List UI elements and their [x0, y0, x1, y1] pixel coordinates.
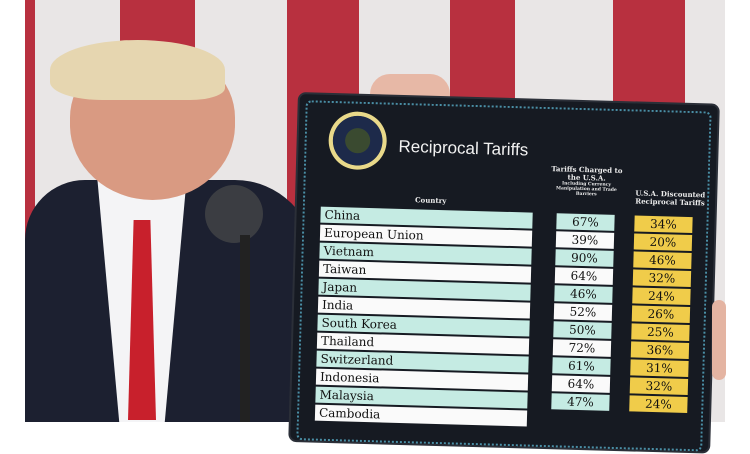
header-discounted: U.S.A. Discounted Reciprocal Tariffs	[635, 188, 706, 208]
charged-value: 47%	[551, 393, 610, 411]
discounted-value: 20%	[633, 233, 693, 252]
charged-value: 61%	[552, 357, 611, 375]
charged-value: 90%	[555, 249, 614, 267]
microphone-stand	[240, 235, 250, 422]
discounted-value: 32%	[632, 269, 692, 288]
tariff-board: Reciprocal Tariffs Country Tariffs Charg…	[288, 92, 720, 454]
flag-stripe	[25, 0, 35, 422]
charged-value: 39%	[555, 231, 615, 249]
discounted-value: 25%	[631, 323, 690, 342]
discounted-value: 32%	[629, 377, 689, 395]
header-charged: Tariffs Charged to the U.S.A. Including …	[545, 164, 628, 198]
discounted-value: 46%	[633, 251, 692, 270]
charged-value: 50%	[553, 321, 612, 339]
discounted-value: 34%	[634, 215, 693, 234]
header-charged-sub: Including Currency Manipulation and Trad…	[555, 181, 617, 198]
microphone	[205, 185, 263, 243]
discounted-value: 24%	[632, 287, 691, 306]
discounted-value: 36%	[630, 341, 690, 360]
red-tie	[128, 220, 156, 420]
discounted-value: 26%	[631, 305, 691, 324]
hair	[50, 40, 225, 100]
charged-value: 72%	[552, 339, 612, 357]
hand	[712, 300, 726, 380]
header-charged-label: Tariffs Charged to the U.S.A.	[551, 164, 623, 183]
discounted-value: 24%	[629, 395, 688, 413]
charged-value: 46%	[554, 285, 613, 303]
charged-value: 64%	[554, 267, 614, 285]
charged-value: 52%	[553, 303, 613, 321]
discounted-value: 31%	[630, 359, 689, 378]
charged-value: 64%	[551, 375, 611, 393]
board-title: Reciprocal Tariffs	[398, 136, 529, 160]
header-country: Country	[414, 195, 447, 206]
charged-value: 67%	[556, 213, 615, 231]
